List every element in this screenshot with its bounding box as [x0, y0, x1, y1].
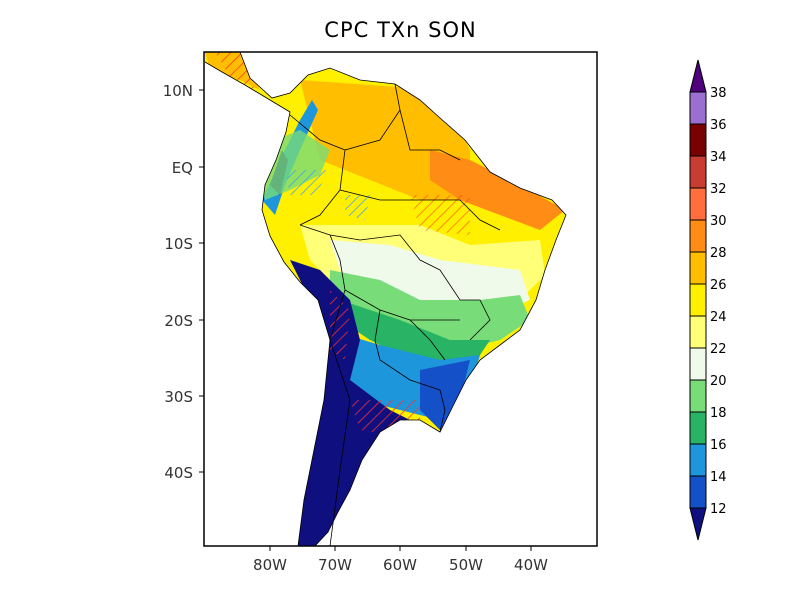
colorbar-label: 34 — [710, 150, 727, 165]
colorbar-swatch — [689, 123, 707, 157]
field-28-30 — [300, 80, 470, 200]
colorbar-label: 12 — [710, 502, 727, 517]
hatch-blue-ecuador — [285, 170, 330, 195]
lon-axis: 80W 70W 60W 50W 40W — [253, 546, 548, 574]
hatch-red-brazil — [410, 195, 470, 235]
colorbar-label: 26 — [710, 278, 727, 293]
chart-title: CPC TXn SON — [324, 18, 477, 42]
colorbar-lower-extend — [689, 507, 707, 541]
colorbar-upper-extend — [689, 59, 707, 93]
colorbar-label: 32 — [710, 182, 727, 197]
colorbar-label: 30 — [710, 214, 727, 229]
field-12-14 — [420, 360, 470, 430]
colorbar-label: 36 — [710, 118, 727, 133]
hatch-blue-amazon — [345, 195, 370, 220]
colorbar-label: 24 — [710, 310, 727, 325]
colorbar-swatch — [689, 251, 707, 285]
colorbar-swatch — [689, 91, 707, 125]
colorbar-label: 22 — [710, 342, 727, 357]
colorbar-swatch — [689, 475, 707, 509]
hatch-red-central-america — [215, 52, 255, 90]
coastline — [204, 51, 567, 547]
lat-axis: 10N EQ 10S 20S 30S 40S — [163, 82, 204, 482]
temperature-field — [205, 52, 566, 546]
lon-tick-label: 80W — [253, 556, 287, 574]
lon-tick-label: 60W — [383, 556, 417, 574]
lon-tick-label: 70W — [318, 556, 352, 574]
colorbar-swatch — [689, 219, 707, 253]
colorbar-swatch — [689, 347, 707, 381]
lat-tick-label: 30S — [164, 388, 193, 406]
colorbar: 12 14 16 18 20 22 24 26 28 30 32 34 36 38 — [689, 59, 727, 541]
lat-tick-label: 40S — [164, 464, 193, 482]
lat-tick-label: 10S — [164, 235, 193, 253]
hatch-red-andes — [330, 290, 350, 360]
colorbar-swatch — [689, 187, 707, 221]
field-16-18 — [340, 300, 490, 370]
colorbar-label: 18 — [710, 406, 727, 421]
colorbar-label: 38 — [710, 86, 727, 101]
field-30-32-ne — [430, 150, 565, 230]
lon-tick-label: 40W — [514, 556, 548, 574]
colorbar-swatch — [689, 315, 707, 349]
colorbar-label: 28 — [710, 246, 727, 261]
colorbar-swatch — [689, 379, 707, 413]
lat-tick-label: 20S — [164, 312, 193, 330]
colorbar-label: 14 — [710, 470, 727, 485]
colorbar-label: 16 — [710, 438, 727, 453]
colorbar-swatch — [689, 411, 707, 445]
colorbar-label: 20 — [710, 374, 727, 389]
lon-tick-label: 50W — [449, 556, 483, 574]
colorbar-swatch — [689, 443, 707, 477]
lat-tick-label: EQ — [172, 159, 193, 177]
lat-tick-label: 10N — [163, 82, 193, 100]
colorbar-swatch — [689, 283, 707, 317]
country-borders — [289, 83, 501, 547]
borders — [204, 51, 567, 547]
colorbar-swatch — [689, 155, 707, 189]
